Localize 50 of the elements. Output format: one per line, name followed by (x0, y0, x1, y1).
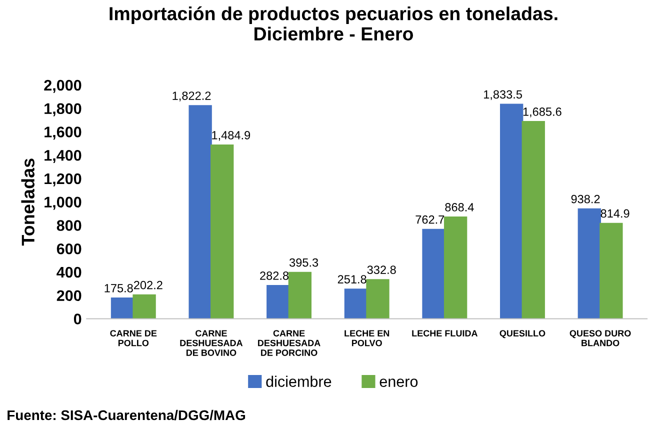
bar (578, 208, 601, 319)
bar (266, 285, 290, 319)
x-tick-label: QUESO DURO BLANDO (570, 330, 631, 346)
bar (422, 228, 446, 319)
data-label: 395.3 (289, 258, 318, 267)
legend-label: diciembre (266, 376, 332, 387)
x-tick-label: CARNE DESHUESADA DE BOVINO (180, 330, 243, 356)
bar (500, 104, 524, 319)
data-label: 202.2 (134, 280, 162, 290)
bar (110, 298, 134, 319)
data-label: 868.4 (445, 203, 474, 212)
x-tick-label: QUESILLO (500, 330, 546, 338)
x-tick-label: CARNE DE POLLO (110, 330, 157, 346)
y-tick-label: 1,800 (44, 103, 82, 116)
x-tick-label: CARNE DESHUESADA DE PORCINO (258, 330, 320, 356)
y-tick-label: 0 (74, 314, 82, 324)
y-tick-label: 400 (56, 266, 82, 278)
y-tick-label: 1,400 (44, 150, 82, 164)
y-tick-label: 2,000 (44, 80, 82, 93)
legend-label: enero (380, 378, 418, 387)
data-label: 1,685.6 (523, 108, 562, 118)
y-tick-label: 1,200 (44, 173, 82, 186)
y-axis-title: Toneladas (21, 158, 34, 246)
x-tick-label: LECHE EN POLVO (344, 330, 390, 346)
data-label: 938.2 (571, 194, 600, 204)
data-label: 282.8 (260, 272, 289, 280)
data-label: 1,833.5 (484, 90, 522, 100)
data-label: 762.7 (416, 215, 444, 224)
data-label: 332.8 (367, 266, 396, 274)
bar (600, 222, 623, 319)
y-tick-label: 200 (56, 290, 82, 302)
bar (444, 216, 468, 319)
data-label: 251.8 (338, 275, 366, 284)
source-note: Fuente: SISA-Cuarentena/DGG/MAG (8, 410, 246, 420)
y-tick-label: 1,600 (44, 126, 82, 140)
bar (288, 272, 312, 319)
data-label: 1,484.9 (212, 131, 250, 141)
y-tick-label: 1,000 (44, 196, 82, 210)
y-tick-label: 600 (56, 243, 82, 254)
bar (344, 288, 368, 319)
bar (366, 279, 390, 319)
chart-title: Importación de productos pecuarios en toneladas. Diciembre - Enero (110, 6, 558, 41)
x-tick-label: LECHE FLUIDA (412, 330, 478, 336)
data-label: 175.8 (104, 284, 133, 292)
bar (522, 121, 545, 319)
data-label: 1,822.2 (172, 92, 211, 102)
bar (210, 144, 234, 319)
y-tick-label: 800 (56, 220, 82, 231)
bar (188, 105, 212, 319)
bar (132, 294, 156, 319)
